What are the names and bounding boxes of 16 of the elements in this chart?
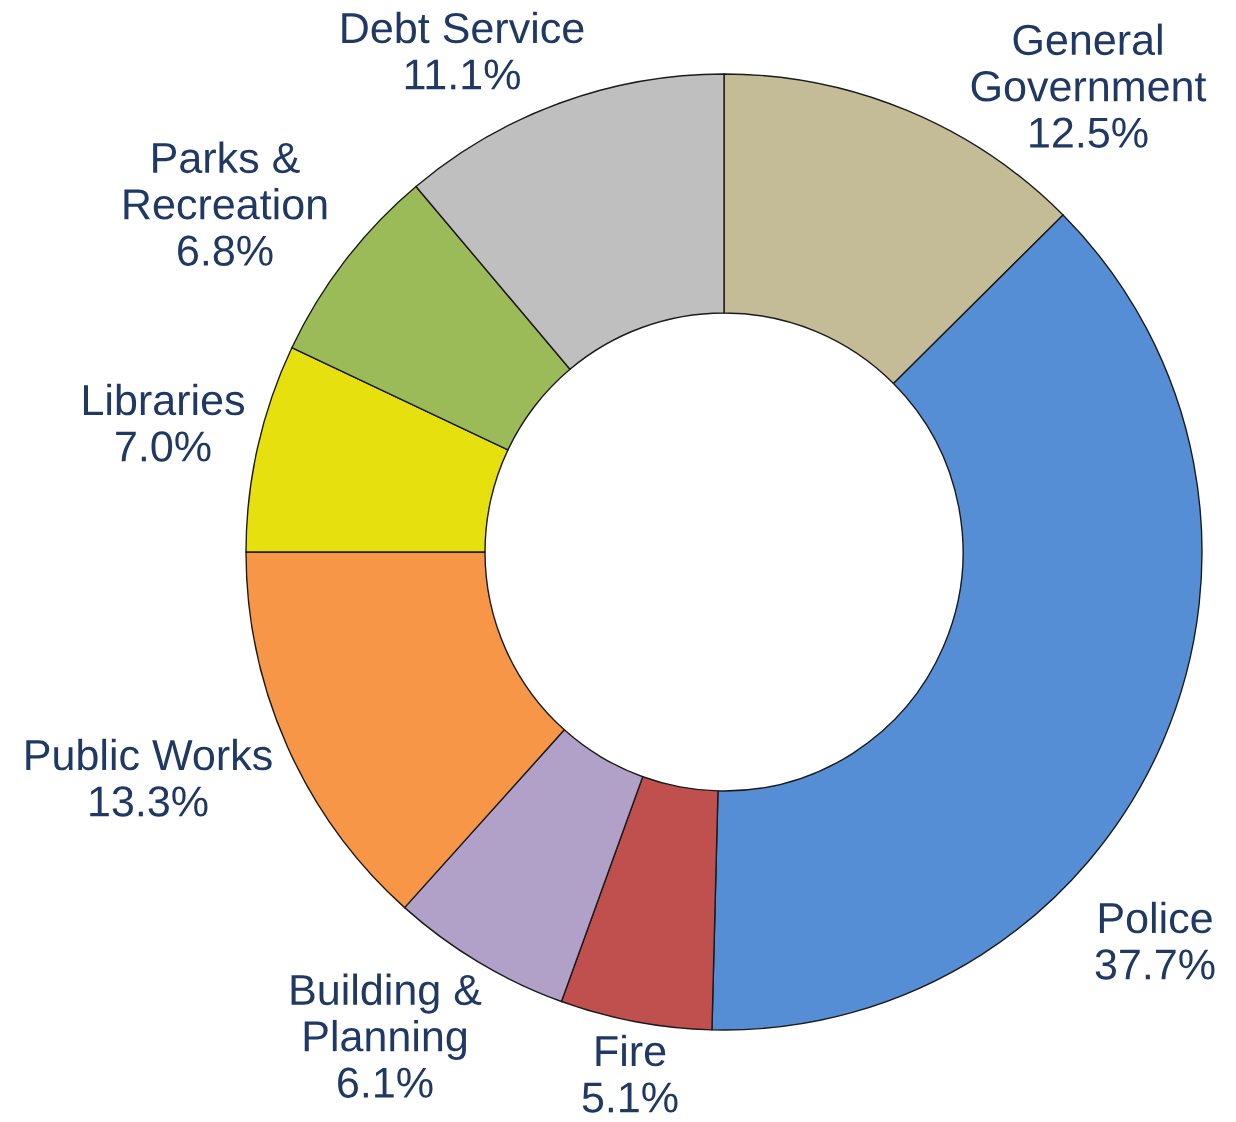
- slice-label: Libraries: [83, 383, 245, 416]
- slice-label: Public Works: [26, 738, 272, 771]
- slice-label: Police: [1099, 901, 1212, 934]
- data-label: 6.8%: [178, 235, 273, 266]
- slice-label: Parks & Recreation: [124, 141, 327, 220]
- data-label: 13.3%: [90, 786, 208, 817]
- slice-label: General Government: [971, 23, 1207, 102]
- data-label: 5.1%: [582, 1082, 678, 1113]
- data-label: 37.7%: [1095, 949, 1215, 980]
- data-label: 11.1%: [405, 59, 520, 90]
- data-label: 12.5%: [1030, 117, 1148, 148]
- data-label: 6.1%: [338, 1067, 433, 1098]
- slice-label: Fire: [596, 1034, 666, 1067]
- slice-label: Debt Service: [342, 11, 584, 44]
- slice-label: Building & Planning: [291, 973, 482, 1061]
- data-label: 7.0%: [116, 431, 211, 462]
